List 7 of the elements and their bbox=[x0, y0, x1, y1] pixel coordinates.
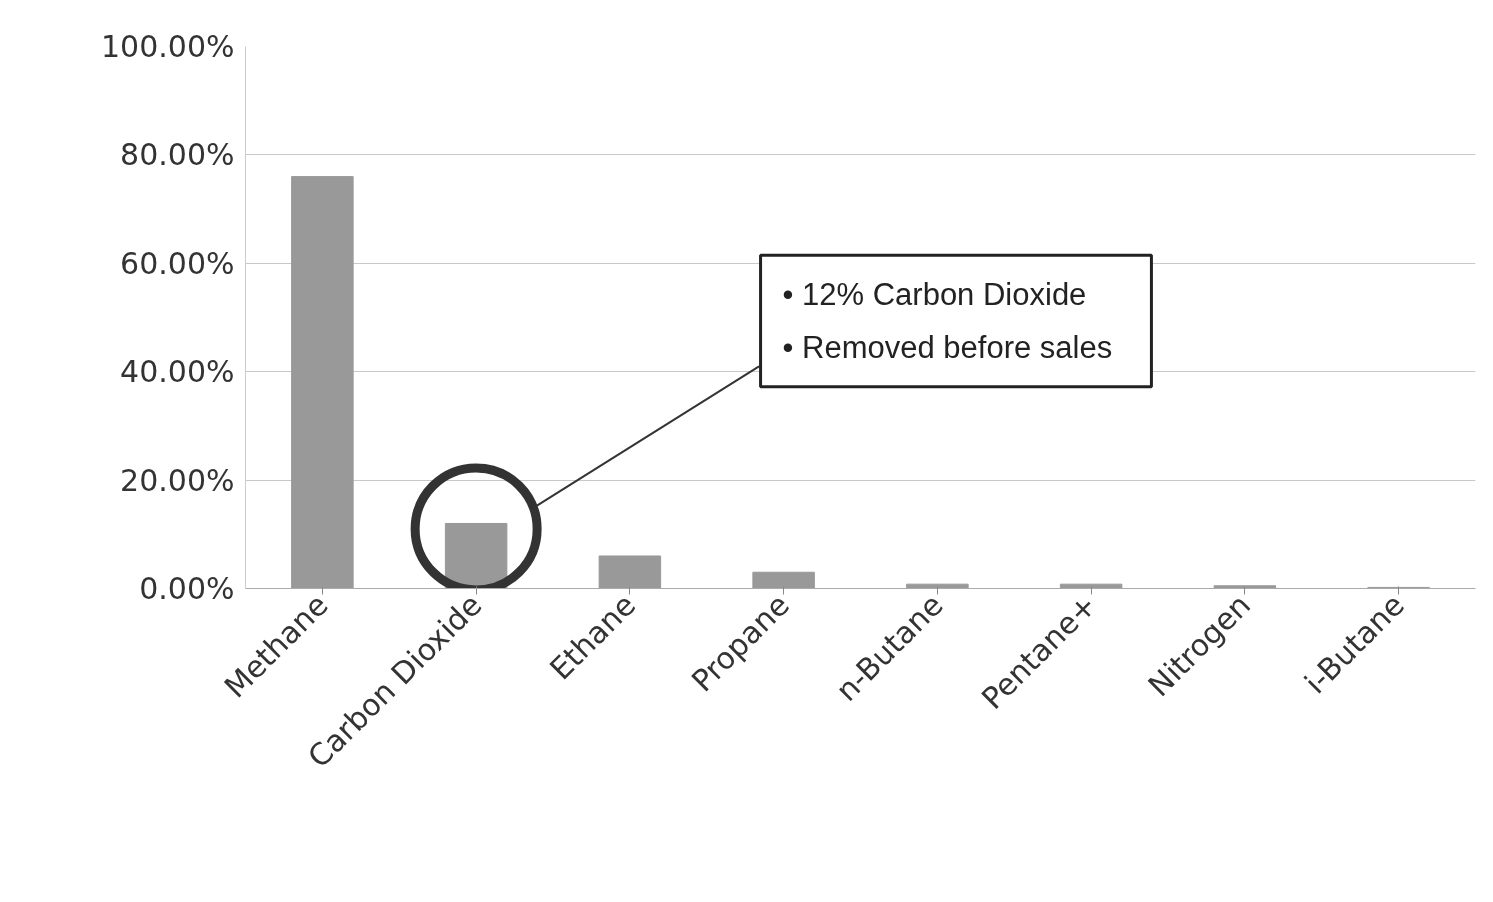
y-tick-label: 60.00% bbox=[120, 245, 235, 281]
y-tick-label: 80.00% bbox=[120, 137, 235, 173]
y-tick-label: 40.00% bbox=[120, 354, 235, 390]
y-tick-label: 0.00% bbox=[139, 571, 235, 606]
y-tick-label: 20.00% bbox=[120, 462, 235, 498]
y-tick-label: 100.00% bbox=[101, 29, 235, 64]
annotation: • 12% Carbon Dioxide • Removed before sales bbox=[782, 277, 1113, 365]
